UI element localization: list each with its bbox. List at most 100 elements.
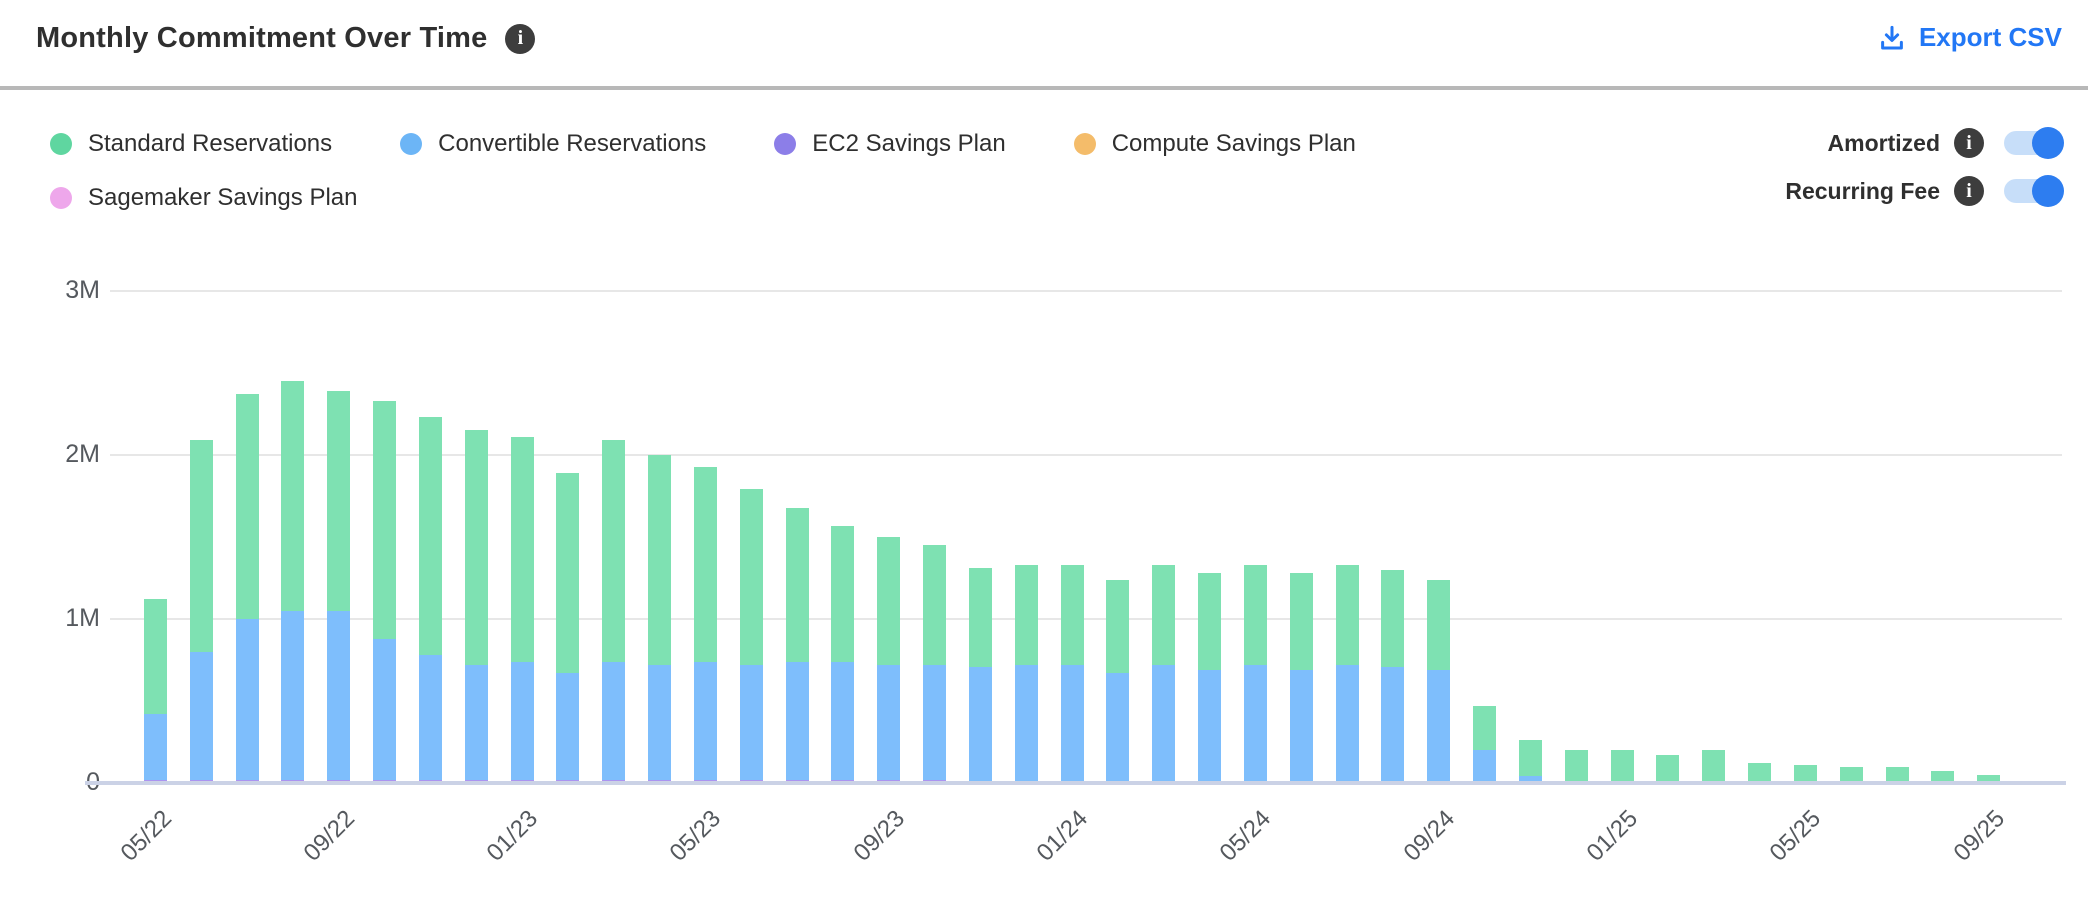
gridline-3M [110, 290, 2062, 292]
legend-item-ec2-savings-plan[interactable]: EC2 Savings Plan [774, 130, 1006, 158]
bar-segment-convertible-reservations [418, 655, 442, 780]
bar-08-22 [281, 381, 305, 783]
bar-10-23 [923, 545, 947, 783]
bar-segment-convertible-reservations [1289, 669, 1313, 783]
bar-11-24 [1518, 740, 1542, 783]
legend-dot [400, 133, 423, 155]
y-tick-2M: 2M [65, 440, 100, 468]
bar-segment-convertible-reservations [281, 610, 305, 780]
bar-segment-convertible-reservations [327, 610, 351, 780]
bar-12-22 [464, 430, 488, 783]
x-tick-01-24: 01/24 [1031, 805, 1094, 867]
bar-01-23 [510, 436, 534, 783]
bar-11-22 [418, 417, 442, 783]
bar-12-24 [1564, 750, 1588, 783]
bar-segment-convertible-reservations [739, 664, 763, 780]
bar-segment-convertible-reservations [1381, 666, 1405, 783]
bar-02-24 [1106, 579, 1130, 783]
legend-label: Compute Savings Plan [1111, 130, 1356, 157]
bar-segment-standard-reservations [1885, 766, 1909, 783]
bar-02-23 [556, 473, 580, 783]
bar-segment-standard-reservations [418, 417, 442, 656]
bar-segment-convertible-reservations [831, 661, 855, 780]
bar-segment-convertible-reservations [464, 664, 488, 780]
bar-12-23 [1014, 564, 1038, 783]
bar-11-23 [968, 568, 992, 783]
x-tick-05-24: 05/24 [1214, 805, 1277, 867]
legend-item-sagemaker-savings-plan[interactable]: Sagemaker Savings Plan [50, 184, 357, 212]
chart-legend: Standard Reservations Convertible Reserva… [50, 130, 1450, 238]
x-tick-01-25: 01/25 [1581, 805, 1644, 867]
legend-label: Standard Reservations [88, 130, 333, 157]
recurring-fee-toggle-knob [2032, 175, 2064, 207]
bar-segment-standard-reservations [1702, 750, 1726, 783]
bar-10-22 [373, 400, 397, 783]
bar-05-24 [1243, 564, 1267, 783]
download-icon [1877, 23, 1907, 53]
bar-segment-convertible-reservations [1060, 664, 1084, 783]
bar-segment-convertible-reservations [1198, 669, 1222, 783]
legend-row-2: Sagemaker Savings Plan [50, 184, 1450, 212]
gridline-2M [110, 454, 2062, 456]
bar-segment-convertible-reservations [189, 651, 213, 780]
export-csv-button[interactable]: Export CSV [1877, 22, 2062, 53]
bar-segment-convertible-reservations [648, 664, 672, 780]
panel-header: Monthly Commitment Over Time i Export CS… [0, 0, 2088, 90]
amortized-toggle-label: Amortized [1827, 129, 1940, 156]
bar-01-25 [1610, 750, 1634, 783]
bar-segment-convertible-reservations [510, 661, 534, 780]
amortized-toggle-row: Amortized i [1827, 127, 2064, 159]
recurring-fee-toggle[interactable] [2004, 175, 2064, 207]
bar-03-23 [602, 440, 626, 783]
export-csv-label: Export CSV [1918, 22, 2062, 52]
bar-segment-standard-reservations [1793, 764, 1817, 783]
bar-06-22 [189, 440, 213, 783]
legend-row-1: Standard Reservations Convertible Reserva… [50, 130, 1450, 158]
bar-segment-standard-reservations [510, 436, 534, 662]
x-tick-05-25: 05/25 [1764, 805, 1827, 867]
recurring-fee-info-icon[interactable]: i [1954, 176, 1984, 206]
bar-segment-standard-reservations [1243, 564, 1267, 665]
bar-segment-standard-reservations [1931, 770, 1955, 783]
bar-segment-convertible-reservations [923, 664, 947, 780]
legend-item-standard-reservations[interactable]: Standard Reservations [50, 130, 332, 158]
bar-segment-convertible-reservations [1427, 669, 1451, 783]
bar-segment-standard-reservations [602, 440, 626, 662]
bar-segment-standard-reservations [1518, 740, 1542, 777]
bar-segment-convertible-reservations [144, 714, 167, 780]
bar-04-24 [1198, 573, 1222, 783]
bar-04-23 [648, 455, 672, 783]
bar-segment-standard-reservations [1381, 569, 1405, 667]
legend-dot [774, 133, 797, 155]
legend-label: Convertible Reservations [438, 130, 707, 157]
gridline-1M [110, 618, 2062, 620]
bar-segment-convertible-reservations [693, 661, 717, 780]
title-info-icon[interactable]: i [505, 23, 536, 54]
x-tick-09-23: 09/23 [848, 805, 910, 867]
bar-07-24 [1335, 564, 1359, 783]
bar-segment-convertible-reservations [602, 661, 626, 780]
recurring-fee-toggle-row: Recurring Fee i [1785, 175, 2064, 207]
legend-item-compute-savings-plan[interactable]: Compute Savings Plan [1073, 130, 1356, 158]
bar-segment-convertible-reservations [1518, 776, 1542, 783]
legend-item-convertible-reservations[interactable]: Convertible Reservations [400, 130, 706, 158]
amortized-info-icon[interactable]: i [1954, 128, 1984, 158]
bar-segment-convertible-reservations [968, 666, 992, 782]
x-tick-09-22: 09/22 [298, 805, 360, 867]
legend-dot [50, 133, 72, 155]
bar-08-23 [831, 525, 855, 783]
bar-segment-standard-reservations [923, 545, 947, 665]
bar-segment-convertible-reservations [877, 664, 901, 780]
recurring-fee-toggle-label: Recurring Fee [1785, 177, 1940, 204]
bar-segment-convertible-reservations [1014, 664, 1038, 783]
bar-segment-standard-reservations [968, 568, 992, 667]
chart-toggles: Amortized i Recurring Fee i [1785, 127, 2064, 207]
legend-label: Sagemaker Savings Plan [88, 184, 358, 211]
bar-09-23 [877, 537, 901, 783]
x-tick-09-24: 09/24 [1398, 805, 1460, 867]
bar-segment-standard-reservations [1748, 763, 1772, 783]
bar-segment-standard-reservations [693, 466, 717, 662]
bar-01-24 [1060, 564, 1084, 783]
x-tick-05-22: 05/22 [115, 805, 177, 867]
amortized-toggle[interactable] [2004, 127, 2064, 159]
